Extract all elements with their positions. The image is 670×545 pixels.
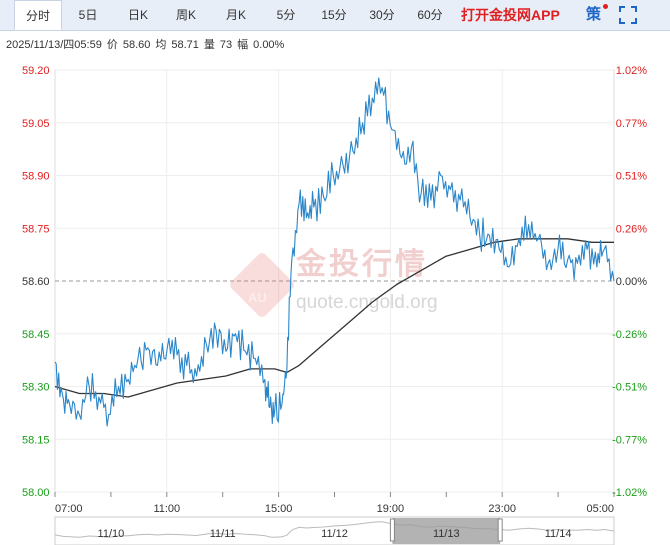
- y-tick-label-right: -0.26%: [612, 329, 647, 341]
- navigator-date-label: 11/10: [98, 528, 125, 540]
- navigator-date-label: 11/12: [321, 528, 348, 540]
- watermark-url: quote.cngold.org: [296, 292, 438, 313]
- tab-weekly-k[interactable]: 周K: [175, 8, 196, 22]
- policy-button[interactable]: 策: [586, 6, 602, 23]
- navigator-handle-left: [389, 518, 395, 542]
- x-tick-label: 11:00: [153, 503, 180, 515]
- watermark: AU 金投行情 quote.cngold.org: [230, 247, 438, 317]
- y-tick-label-left: 58.15: [22, 434, 50, 446]
- range-navigator[interactable]: 11/10 11/11 11/12 11/13 11/14: [54, 516, 615, 545]
- y-tick-label-right: 0.00%: [616, 276, 647, 288]
- info-change: 0.00%: [253, 39, 285, 51]
- tab-intraday[interactable]: 分时: [14, 0, 62, 30]
- y-tick-label-left: 59.05: [22, 118, 50, 130]
- navigator-selection: [392, 518, 501, 544]
- navigator-date-label: 11/14: [545, 528, 572, 540]
- period-tab-bar: 分时 5日 日K 周K 月K 5分 15分 30分 60分 打开金投网APP 策: [0, 0, 670, 31]
- watermark-title: 金投行情: [295, 247, 428, 282]
- y-tick-label-left: 58.30: [22, 382, 50, 394]
- info-volume-label: 量: [203, 39, 215, 51]
- navigator-date-label: 11/13: [433, 528, 460, 540]
- series-layer: [54, 77, 615, 427]
- y-tick-label-left: 58.60: [22, 276, 50, 288]
- watermark-logo-text: AU: [248, 290, 267, 305]
- info-change-label: 幅: [237, 39, 249, 51]
- chart-grid: [54, 69, 615, 497]
- x-tick-label: 23:00: [488, 503, 516, 515]
- y-tick-label-right: -1.02%: [612, 487, 647, 499]
- open-app-link[interactable]: 打开金投网APP: [461, 7, 560, 23]
- y-tick-label-left: 58.00: [22, 487, 50, 499]
- x-tick-label: 07:00: [55, 503, 83, 515]
- y-axis-left: 59.20 59.05 58.90 58.75 58.60 58.45 58.30 58.15…: [22, 65, 50, 499]
- y-tick-label-right: 0.77%: [616, 118, 647, 130]
- y-axis-right: 1.02% 0.77% 0.51% 0.26% 0.00% -0.26% -0.51% -0.…: [612, 65, 647, 499]
- price-line: [54, 77, 615, 427]
- x-tick-label: 05:00: [586, 503, 614, 515]
- y-tick-label-right: 0.51%: [616, 171, 647, 183]
- info-price-label: 价: [106, 39, 118, 51]
- info-datetime: 2025/11/13/四05:59: [6, 39, 102, 51]
- info-volume: 73: [219, 39, 233, 51]
- y-tick-label-right: 1.02%: [616, 65, 647, 77]
- tab-monthly-k[interactable]: 月K: [225, 8, 246, 22]
- tab-30min[interactable]: 30分: [369, 8, 395, 22]
- y-tick-label-left: 58.45: [22, 329, 50, 341]
- info-avg: 58.71: [171, 39, 199, 51]
- quote-info-bar: 2025/11/13/四05:59 价 58.60 均 58.71 量 73 幅 0.00%: [6, 36, 289, 52]
- navigator-date-label: 11/11: [210, 528, 236, 540]
- tab-60min[interactable]: 60分: [417, 8, 443, 22]
- info-avg-label: 均: [155, 39, 167, 51]
- tab-5min[interactable]: 5分: [276, 8, 296, 22]
- y-tick-label-left: 58.75: [22, 223, 50, 235]
- navigator-sparkline: [54, 521, 615, 538]
- y-tick-label-right: -0.77%: [612, 434, 647, 446]
- y-tick-label-right: 0.26%: [616, 223, 647, 235]
- info-price: 58.60: [122, 39, 151, 51]
- notification-dot: [603, 4, 608, 9]
- y-tick-label-right: -0.51%: [612, 382, 647, 394]
- tab-15min[interactable]: 15分: [321, 8, 347, 22]
- navigator-handle-right: [497, 518, 503, 542]
- tab-5day[interactable]: 5日: [78, 8, 98, 22]
- fullscreen-icon[interactable]: [619, 6, 637, 24]
- x-tick-label: 19:00: [377, 503, 405, 515]
- x-axis: 07:00 11:00 15:00 19:00 23:00 05:00: [55, 503, 614, 515]
- tab-daily-k[interactable]: 日K: [127, 8, 148, 22]
- y-tick-label-left: 59.20: [22, 65, 50, 77]
- y-tick-label-left: 58.90: [22, 171, 50, 183]
- navigator-track: [54, 516, 615, 545]
- x-tick-label: 15:00: [265, 503, 293, 515]
